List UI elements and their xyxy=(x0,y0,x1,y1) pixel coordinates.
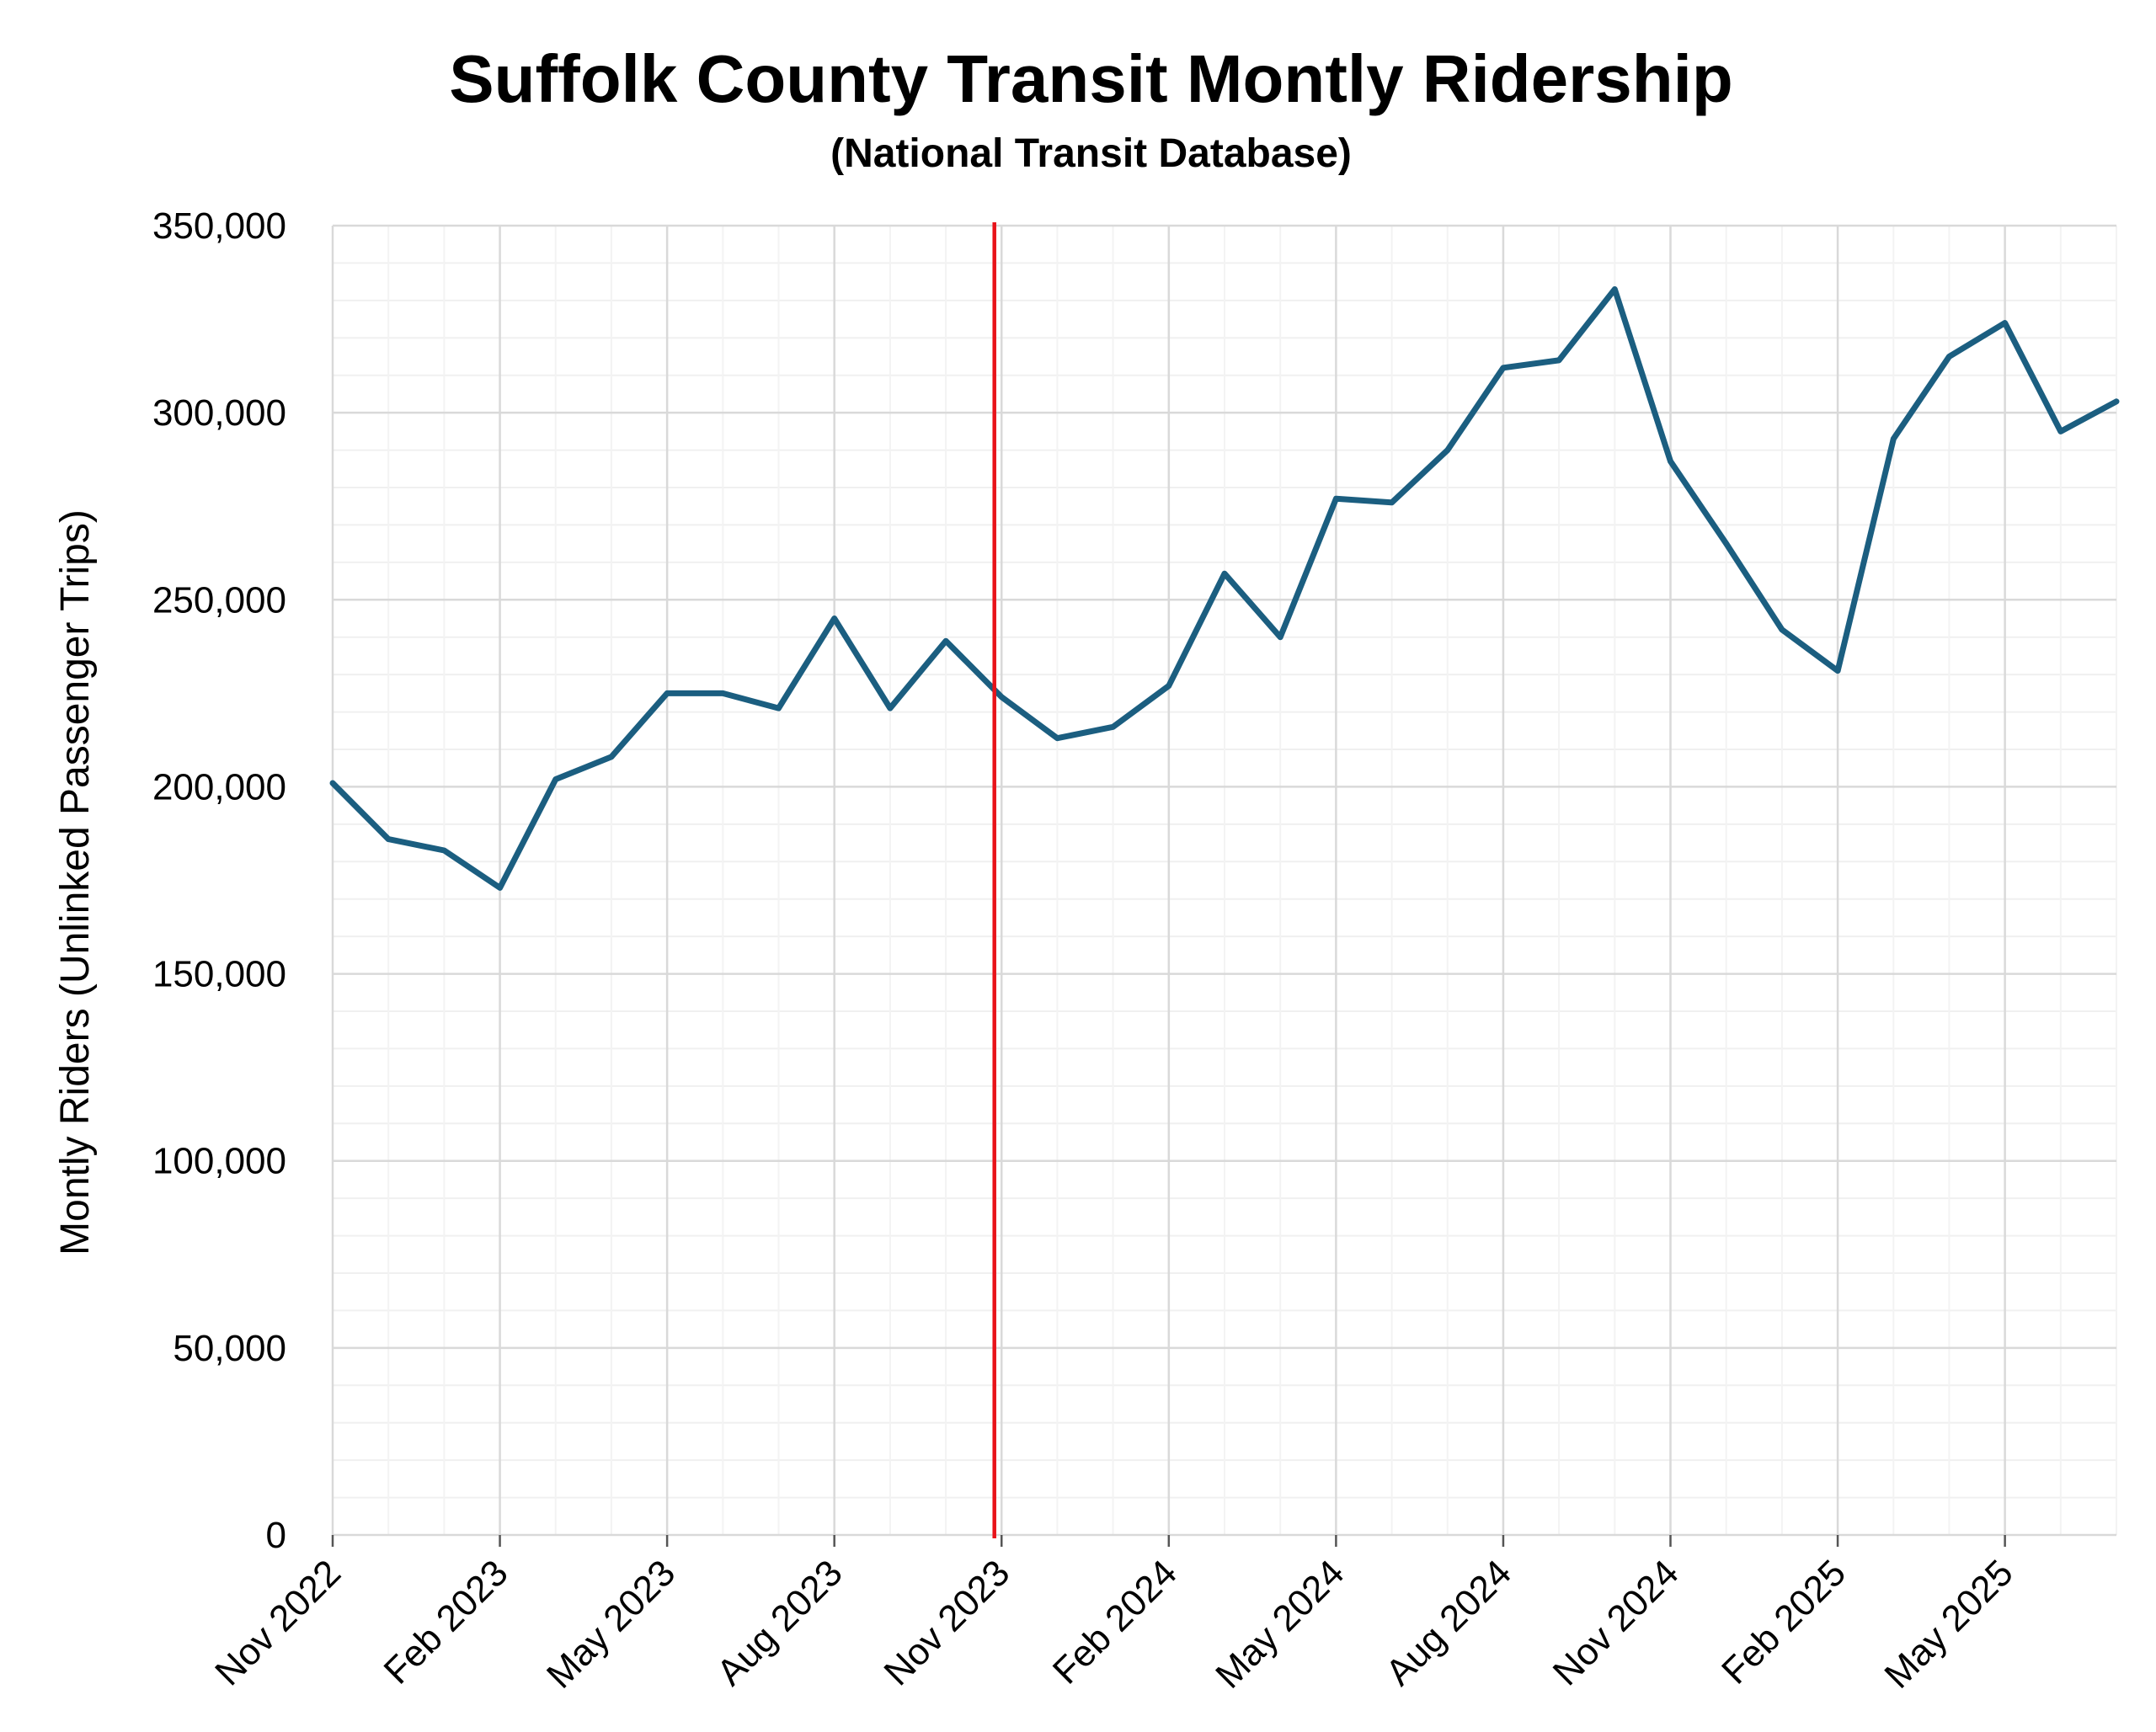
series-line xyxy=(329,286,2120,891)
x-tick-label: May 2025 xyxy=(1876,1552,2020,1696)
y-tick-label: 0 xyxy=(266,1515,286,1556)
x-tick-label: Feb 2023 xyxy=(376,1552,516,1692)
chart-title: Suffolk County Transit Montly Ridership xyxy=(449,41,1733,116)
y-axis-label: Montly Riders (Unlinked Passenger Trips) xyxy=(53,509,98,1255)
grid-major xyxy=(331,224,2116,1537)
y-tick-label: 150,000 xyxy=(152,954,286,995)
y-tick-label: 250,000 xyxy=(152,579,286,621)
y-tick-label: 300,000 xyxy=(152,392,286,434)
y-tick-label: 350,000 xyxy=(152,205,286,247)
x-tick-label: Feb 2025 xyxy=(1714,1552,1854,1692)
x-tick-label: Nov 2022 xyxy=(207,1552,349,1693)
grid-minor xyxy=(333,226,2117,1535)
x-tick-label: Aug 2024 xyxy=(1378,1552,1519,1693)
x-tick-label: Feb 2024 xyxy=(1045,1552,1185,1692)
x-axis-ticks: Nov 2022 Feb 2023 May 2023 Aug 2023 Nov 2023… xyxy=(207,1535,2021,1697)
x-tick-label: May 2023 xyxy=(539,1552,683,1696)
y-tick-label: 100,000 xyxy=(152,1141,286,1182)
y-axis-ticks: 0 50,000 100,000 150,000 200,000 250,000 300,0… xyxy=(152,205,286,1556)
x-tick-label: May 2024 xyxy=(1208,1552,1352,1696)
y-tick-label: 50,000 xyxy=(173,1328,286,1369)
series-layer xyxy=(329,286,2120,891)
x-tick-label: Nov 2023 xyxy=(876,1552,1017,1693)
x-tick-label: Aug 2023 xyxy=(709,1552,851,1693)
y-tick-label: 200,000 xyxy=(152,766,286,807)
x-tick-label: Nov 2024 xyxy=(1545,1552,1687,1693)
chart-subtitle: (National Transit Database) xyxy=(830,131,1352,176)
